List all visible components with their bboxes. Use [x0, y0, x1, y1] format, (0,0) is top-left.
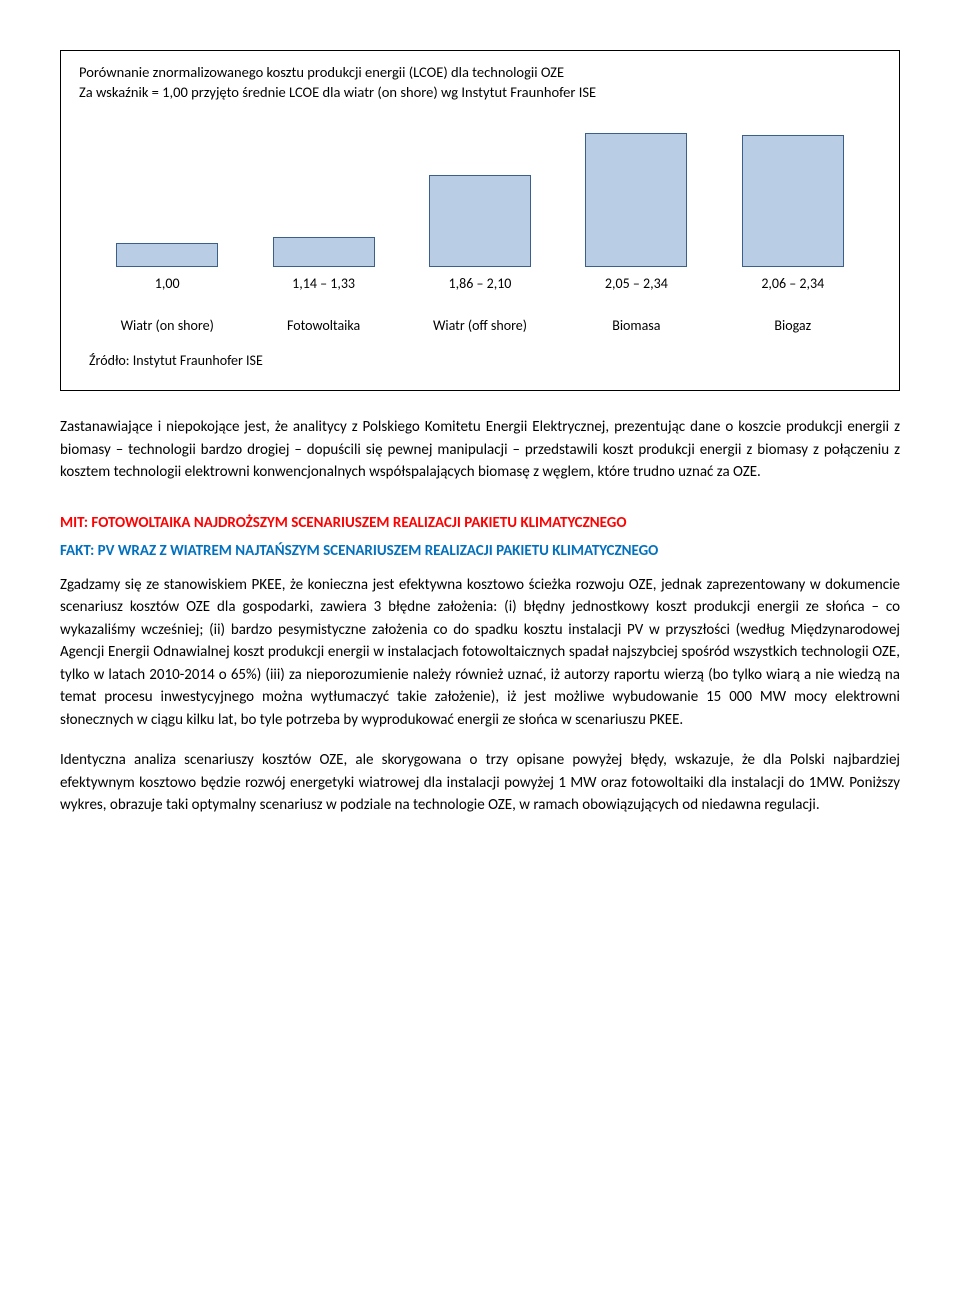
- chart-title: Porównanie znormalizowanego kosztu produ…: [79, 63, 881, 102]
- bar: [585, 133, 687, 267]
- chart-area: 1,00 1,14 – 1,33 1,86 – 2,10 2,05 – 2,34…: [79, 112, 881, 372]
- category-label: Fotowoltaika: [253, 317, 394, 334]
- bar-value-label: 1,14 – 1,33: [292, 275, 355, 292]
- bar-value-label: 1,00: [155, 275, 180, 292]
- bars-row: 1,00 1,14 – 1,33 1,86 – 2,10 2,05 – 2,34…: [79, 112, 881, 292]
- chart-source: Źródło: Instytut Fraunhofer ISE: [79, 352, 881, 369]
- chart-title-line1: Porównanie znormalizowanego kosztu produ…: [79, 63, 564, 81]
- category-label: Wiatr (off shore): [410, 317, 551, 334]
- paragraph-2: Zgadzamy się ze stanowiskiem PKEE, że ko…: [60, 574, 900, 732]
- lcoe-chart-container: Porównanie znormalizowanego kosztu produ…: [60, 50, 900, 391]
- category-label: Wiatr (on shore): [97, 317, 238, 334]
- bar: [116, 243, 218, 267]
- bar-group: 2,05 – 2,34: [566, 133, 707, 292]
- bar: [429, 175, 531, 267]
- heading-fakt: FAKT: PV WRAZ Z WIATREM NAJTAŃSZYM SCENA…: [60, 542, 900, 560]
- bar: [273, 237, 375, 267]
- category-row: Wiatr (on shore) Fotowoltaika Wiatr (off…: [79, 317, 881, 334]
- paragraph-1: Zastanawiające i niepokojące jest, że an…: [60, 416, 900, 484]
- bar-value-label: 2,05 – 2,34: [605, 275, 668, 292]
- chart-title-line2: Za wskaźnik = 1,00 przyjęto średnie LCOE…: [79, 83, 596, 101]
- bar-group: 1,14 – 1,33: [253, 237, 394, 292]
- bar: [742, 135, 844, 267]
- bar-value-label: 1,86 – 2,10: [449, 275, 512, 292]
- category-label: Biogaz: [722, 317, 863, 334]
- bar-group: 2,06 – 2,34: [722, 135, 863, 292]
- bar-value-label: 2,06 – 2,34: [761, 275, 824, 292]
- category-label: Biomasa: [566, 317, 707, 334]
- bar-group: 1,86 – 2,10: [410, 175, 551, 292]
- heading-mit: MIT: FOTOWOLTAIKA NAJDROŻSZYM SCENARIUSZ…: [60, 514, 900, 532]
- paragraph-3: Identyczna analiza scenariuszy kosztów O…: [60, 749, 900, 817]
- bar-group: 1,00: [97, 243, 238, 292]
